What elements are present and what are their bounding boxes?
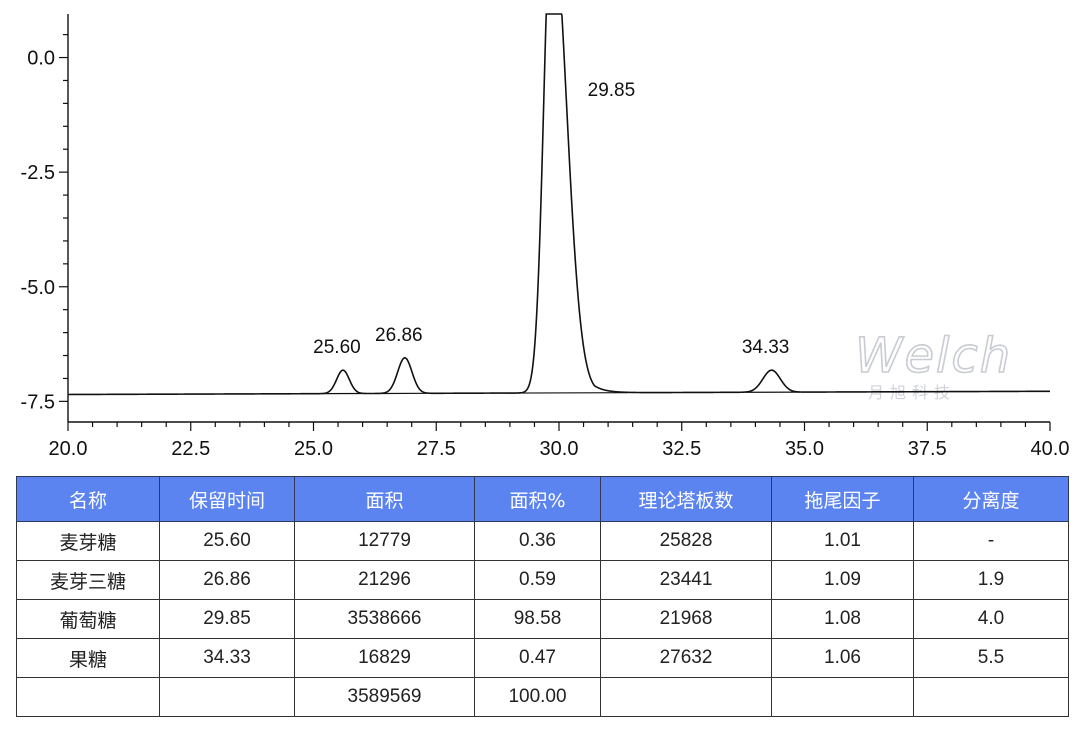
x-tick-label: 40.0 <box>1031 438 1070 460</box>
chromatogram-trace <box>68 13 1050 396</box>
table-row: 麦芽糖 25.60 12779 0.36 25828 1.01- <box>16 521 1069 561</box>
table-cell: 0.36 <box>474 521 601 561</box>
table-cell: 25.60 <box>159 521 295 561</box>
watermark-brand: Welch <box>855 328 1012 384</box>
x-tick-label: 35.0 <box>785 438 824 460</box>
table-cell: 3589569 <box>294 677 475 717</box>
table-row: 葡萄糖 29.85 3538666 98.58 21968 1.08 4.0 <box>16 599 1069 639</box>
chart-axes: 20.0 22.5 25.0 27.5 30.0 32.5 35.0 37.5 40.0 0.0 -… <box>21 14 1070 460</box>
peak-label: 26.86 <box>375 325 423 346</box>
table-cell: 1.09 <box>771 560 914 600</box>
column-header: 面积% <box>474 476 601 522</box>
x-tick-label: 27.5 <box>417 438 456 460</box>
table-cell: 1.06 <box>771 638 914 678</box>
table-cell: 29.85 <box>159 599 295 639</box>
table-cell <box>16 677 160 717</box>
table-header-row: 名称 保留时间 面积 面积% 理论塔板数 拖尾因子 分离度 <box>16 476 1069 522</box>
chromatogram-chart: Welch 月旭科技 20.0 22.5 25.0 27.5 30.0 32.5 35.0 3… <box>21 13 1070 460</box>
table-cell: 25828 <box>600 521 772 561</box>
table-cell: 34.33 <box>159 638 295 678</box>
y-tick-label: -7.5 <box>21 391 55 413</box>
table-cell: 21968 <box>600 599 772 639</box>
column-header: 理论塔板数 <box>600 476 772 522</box>
column-header: 拖尾因子 <box>771 476 914 522</box>
x-tick-label: 22.5 <box>171 438 210 460</box>
table-cell: 98.58 <box>474 599 601 639</box>
x-tick-label: 37.5 <box>908 438 947 460</box>
table-cell: 0.59 <box>474 560 601 600</box>
table-cell: 27632 <box>600 638 772 678</box>
table-cell: 4.0 <box>913 599 1069 639</box>
table-cell: 0.47 <box>474 638 601 678</box>
table-cell <box>159 677 295 717</box>
peak-label: 34.33 <box>742 337 790 358</box>
table-row: 3589569 100.00 <box>16 677 1069 717</box>
column-header: 名称 <box>16 476 160 522</box>
table-cell: 葡萄糖 <box>16 599 160 639</box>
table-cell: 5.5 <box>913 638 1069 678</box>
x-tick-label: 25.0 <box>294 438 333 460</box>
table-cell <box>771 677 914 717</box>
table-cell: 21296 <box>294 560 475 600</box>
table-cell: 26.86 <box>159 560 295 600</box>
table-row: 果糖 34.33 16829 0.47 27632 1.06 5.5 <box>16 638 1069 678</box>
peak-label: 29.85 <box>588 80 636 101</box>
y-tick-label: -5.0 <box>21 277 55 299</box>
table-cell: 1.9 <box>913 560 1069 600</box>
column-header: 保留时间 <box>159 476 295 522</box>
table-body: 麦芽糖 25.60 12779 0.36 25828 1.01- 麦芽三糖 26.86 2129… <box>16 521 1069 717</box>
table-cell: 1.08 <box>771 599 914 639</box>
table-cell: 3538666 <box>294 599 475 639</box>
table-cell <box>913 677 1069 717</box>
x-tick-label: 20.0 <box>49 438 88 460</box>
peak-labels: 25.60 26.86 29.85 34.33 <box>313 80 789 358</box>
x-tick-label: 30.0 <box>540 438 579 460</box>
column-header: 面积 <box>294 476 475 522</box>
chromatogram-svg: Welch 月旭科技 20.0 22.5 25.0 27.5 30.0 32.5 35.0 3… <box>21 13 1070 460</box>
table-cell: - <box>913 521 1069 561</box>
table-row: 麦芽三糖 26.86 21296 0.59 23441 1.09 1.9 <box>16 560 1069 600</box>
x-tick-label: 32.5 <box>662 438 701 460</box>
column-header: 分离度 <box>913 476 1069 522</box>
table-cell: 23441 <box>600 560 772 600</box>
table-cell: 12779 <box>294 521 475 561</box>
table-cell: 100.00 <box>474 677 601 717</box>
table-cell <box>600 677 772 717</box>
table-cell: 1.01 <box>771 521 914 561</box>
results-table: 名称 保留时间 面积 面积% 理论塔板数 拖尾因子 分离度 麦芽糖 25.60 12779 0.3… <box>16 476 1069 717</box>
chart-traces <box>68 13 1050 396</box>
y-tick-label: -2.5 <box>21 162 55 184</box>
y-tick-label: 0.0 <box>27 48 55 70</box>
table-cell: 麦芽三糖 <box>16 560 160 600</box>
table-cell: 果糖 <box>16 638 160 678</box>
peak-label: 25.60 <box>313 337 361 358</box>
table-cell: 16829 <box>294 638 475 678</box>
table-cell: 麦芽糖 <box>16 521 160 561</box>
